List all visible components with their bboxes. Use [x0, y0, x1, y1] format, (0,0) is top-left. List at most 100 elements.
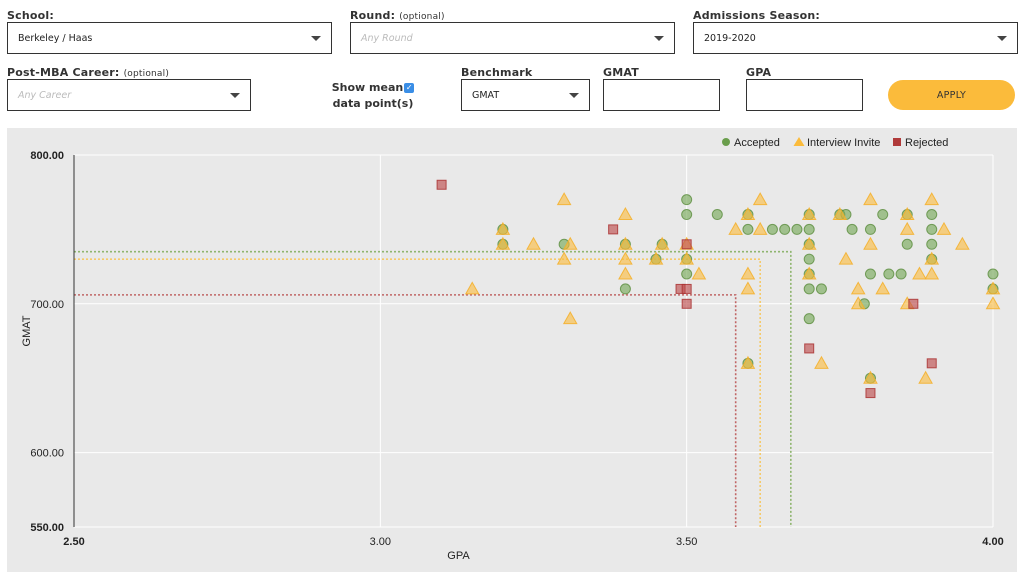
point-accepted — [779, 223, 791, 235]
x-tick-label: 3.50 — [676, 536, 697, 548]
point-rejected — [681, 239, 692, 250]
point-interview — [679, 251, 695, 265]
mean-line-interview — [74, 258, 761, 527]
point-interview — [618, 251, 633, 265]
career-label-text: Post-MBA Career: — [7, 66, 120, 79]
point-interview — [863, 236, 878, 250]
point-interview — [899, 221, 915, 235]
x-tick-label: 2.50 — [63, 536, 84, 548]
point-interview — [801, 266, 817, 280]
y-tick-label: 700.00 — [30, 299, 64, 311]
point-interview — [924, 192, 940, 206]
point-interview — [899, 207, 915, 221]
point-accepted — [815, 283, 827, 295]
show-mean-checkbox[interactable]: ✓ — [404, 83, 415, 93]
point-interview — [863, 370, 878, 384]
point-rejected — [865, 388, 876, 399]
show-mean-label-line2: data point(s) — [332, 97, 414, 110]
season-select[interactable]: 2019-2020 — [693, 22, 1018, 54]
benchmark-label: Benchmark — [461, 66, 533, 79]
point-accepted — [987, 268, 999, 280]
point-interview — [924, 266, 940, 280]
point-accepted — [926, 223, 938, 235]
point-interview — [495, 236, 511, 250]
gpa-input[interactable] — [746, 79, 863, 111]
point-interview — [526, 236, 541, 250]
point-accepted — [877, 209, 889, 221]
point-interview — [955, 236, 970, 250]
show-mean-toggle: Show mean ✓ data point(s) — [328, 80, 418, 112]
point-interview — [740, 355, 756, 369]
point-interview — [801, 207, 817, 221]
axes: 800.00 700.00 600.00 550.00 2.50 3.00 3.50 4.00… — [21, 150, 1004, 562]
legend-rejected-icon — [893, 138, 901, 146]
chevron-down-icon — [654, 36, 664, 41]
point-interview — [918, 370, 933, 384]
benchmark-select[interactable]: GMAT — [461, 79, 590, 111]
chevron-down-icon — [230, 93, 240, 98]
point-interview — [924, 251, 940, 265]
gmat-input[interactable] — [603, 79, 720, 111]
point-accepted — [619, 283, 631, 295]
point-interview — [728, 221, 744, 235]
school-select[interactable]: Berkeley / Haas — [7, 22, 332, 54]
point-rejected — [908, 298, 919, 309]
point-accepted — [681, 194, 693, 206]
y-tick-label: 800.00 — [30, 150, 64, 162]
point-interview — [618, 266, 633, 280]
point-interview — [838, 251, 854, 265]
point-accepted — [681, 268, 693, 280]
point-interview — [562, 236, 578, 250]
chart-panel — [7, 128, 1017, 572]
school-value: Berkeley / Haas — [18, 32, 93, 44]
gpa-label: GPA — [746, 66, 772, 79]
season-label: Admissions Season: — [693, 9, 820, 22]
legend-accepted-icon — [722, 138, 730, 146]
point-interview — [740, 207, 756, 221]
chevron-down-icon — [311, 36, 321, 41]
point-interview — [814, 355, 829, 369]
point-accepted — [926, 209, 938, 221]
career-placeholder: Any Career — [18, 89, 72, 101]
point-interview — [863, 192, 878, 206]
school-label: School: — [7, 9, 54, 22]
mean-line-accepted — [74, 250, 792, 527]
point-accepted — [883, 268, 895, 280]
point-interview — [556, 192, 572, 206]
point-interview — [850, 281, 866, 295]
point-accepted — [864, 223, 876, 235]
round-optional-note: (optional) — [399, 12, 445, 22]
data-points — [436, 179, 1001, 399]
legend: Accepted Interview Invite Rejected — [722, 137, 948, 149]
y-tick-label: 600.00 — [30, 448, 64, 460]
grid-lines — [74, 154, 994, 528]
point-accepted — [681, 209, 693, 221]
point-interview — [691, 266, 707, 280]
gmat-label: GMAT — [603, 66, 639, 79]
point-accepted — [766, 223, 778, 235]
point-accepted — [803, 253, 815, 265]
point-accepted — [846, 223, 858, 235]
y-tick-label: 550.00 — [30, 522, 64, 534]
point-interview — [556, 251, 572, 265]
point-accepted — [803, 223, 815, 235]
apply-button[interactable]: APPLY — [888, 80, 1015, 110]
point-interview — [618, 207, 633, 221]
legend-label-accepted: Accepted — [734, 137, 780, 149]
benchmark-value: GMAT — [472, 89, 500, 101]
point-rejected — [436, 179, 447, 190]
point-accepted — [742, 223, 754, 235]
mean-lines — [74, 250, 792, 527]
point-interview — [912, 266, 927, 280]
point-interview — [562, 311, 578, 325]
season-value: 2019-2020 — [704, 32, 756, 44]
point-interview — [618, 236, 633, 250]
career-select[interactable]: Any Career — [7, 79, 251, 111]
round-select[interactable]: Any Round — [350, 22, 675, 54]
chevron-down-icon — [997, 36, 1007, 41]
point-accepted — [895, 268, 907, 280]
point-interview — [464, 281, 480, 295]
point-accepted — [864, 268, 876, 280]
x-axis-label: GPA — [447, 550, 470, 562]
